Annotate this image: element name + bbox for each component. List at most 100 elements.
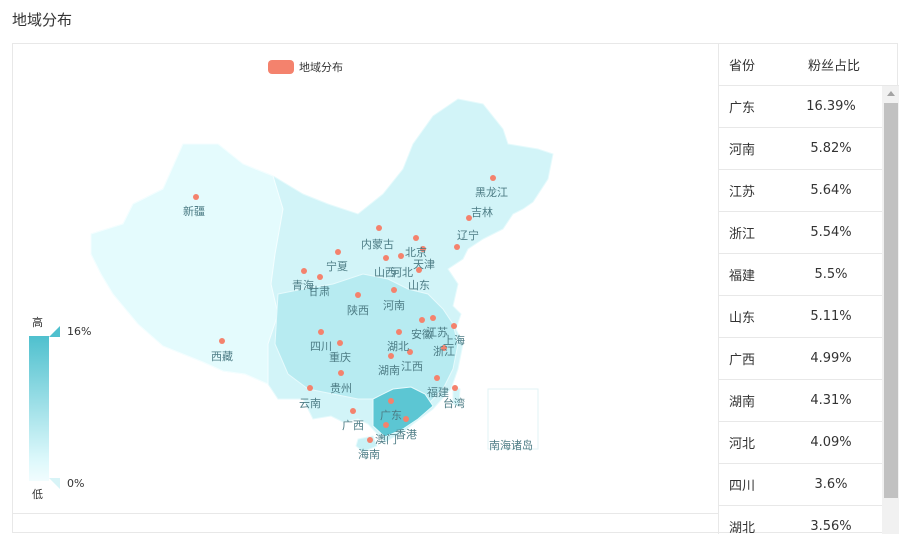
cell-province: 江苏 bbox=[729, 185, 756, 200]
legend-swatch bbox=[268, 60, 294, 74]
province-label: 浙江 bbox=[433, 345, 455, 358]
province-point[interactable] bbox=[376, 225, 382, 231]
cell-ratio: 3.6% bbox=[814, 477, 848, 492]
province-point[interactable] bbox=[388, 398, 394, 404]
province-label: 西藏 bbox=[211, 350, 233, 363]
province-label: 贵州 bbox=[330, 382, 352, 395]
province-point[interactable] bbox=[301, 268, 307, 274]
province-point[interactable] bbox=[490, 175, 496, 181]
cell-ratio: 4.99% bbox=[810, 351, 852, 366]
province-point[interactable] bbox=[407, 349, 413, 355]
province-label: 上海 bbox=[443, 333, 465, 347]
province-point[interactable] bbox=[219, 338, 225, 344]
province-point[interactable] bbox=[413, 235, 419, 241]
province-label: 湖北 bbox=[387, 340, 409, 353]
province-label: 青海 bbox=[292, 278, 314, 292]
table-header: 省份 粉丝占比 bbox=[719, 44, 899, 86]
province-point[interactable] bbox=[441, 345, 447, 351]
province-point[interactable] bbox=[396, 329, 402, 335]
province-label: 江西 bbox=[401, 360, 423, 373]
province-point[interactable] bbox=[452, 385, 458, 391]
province-point[interactable] bbox=[451, 323, 457, 329]
table-row: 河南 5.82% bbox=[719, 128, 882, 170]
province-point[interactable] bbox=[419, 317, 425, 323]
province-point[interactable] bbox=[193, 194, 199, 200]
province-point[interactable] bbox=[355, 292, 361, 298]
central-region bbox=[274, 273, 459, 410]
province-point[interactable] bbox=[383, 422, 389, 428]
cell-ratio: 5.5% bbox=[814, 267, 848, 282]
province-point[interactable] bbox=[338, 370, 344, 376]
province-label: 甘肃 bbox=[308, 285, 330, 298]
cell-province: 湖北 bbox=[729, 521, 756, 534]
province-point[interactable] bbox=[388, 353, 394, 359]
cell-province: 湖南 bbox=[729, 395, 756, 410]
header-ratio: 粉丝占比 bbox=[807, 59, 860, 74]
cell-ratio: 4.09% bbox=[810, 435, 852, 450]
west-region bbox=[90, 143, 284, 385]
province-label: 陕西 bbox=[347, 303, 369, 317]
province-point[interactable] bbox=[403, 416, 409, 422]
province-label: 内蒙古 bbox=[361, 237, 394, 251]
province-label: 北京 bbox=[405, 245, 427, 259]
cell-province: 福建 bbox=[729, 269, 756, 284]
province-point[interactable] bbox=[367, 437, 373, 443]
table-row: 江苏 5.64% bbox=[719, 170, 882, 212]
cell-ratio: 5.82% bbox=[810, 141, 852, 156]
province-point[interactable] bbox=[430, 315, 436, 321]
province-point[interactable] bbox=[466, 215, 472, 221]
province-label: 湖南 bbox=[378, 364, 400, 377]
scrollbar-thumb[interactable] bbox=[884, 103, 898, 498]
visual-map-min: 0% bbox=[67, 477, 85, 490]
province-label: 江苏 bbox=[426, 326, 448, 339]
cell-province: 河北 bbox=[729, 437, 756, 452]
province-label: 天津 bbox=[413, 258, 435, 271]
table-row: 广西 4.99% bbox=[719, 338, 882, 380]
province-point[interactable] bbox=[307, 385, 313, 391]
province-label: 香港 bbox=[395, 428, 417, 441]
province-point[interactable] bbox=[337, 340, 343, 346]
province-label: 广东 bbox=[380, 409, 402, 422]
cell-province: 河南 bbox=[729, 143, 756, 158]
province-point[interactable] bbox=[318, 329, 324, 335]
cell-ratio: 16.39% bbox=[806, 99, 856, 114]
province-point[interactable] bbox=[383, 255, 389, 261]
visual-map-handle-top[interactable] bbox=[49, 326, 60, 337]
province-point[interactable] bbox=[317, 274, 323, 280]
province-label: 吉林 bbox=[471, 205, 493, 219]
table-row: 湖北 3.56% bbox=[719, 506, 882, 534]
table-row: 浙江 5.54% bbox=[719, 212, 882, 254]
cell-province: 山东 bbox=[729, 311, 756, 326]
province-point[interactable] bbox=[454, 244, 460, 250]
table-body: 广东 16.39% 河南 5.82% 江苏 5.64% 浙江 5.54% 福建 5.5% … bbox=[719, 86, 882, 534]
table-row: 山东 5.11% bbox=[719, 296, 882, 338]
visual-map-gradient-bar bbox=[29, 336, 49, 481]
province-label: 南海诸岛 bbox=[489, 438, 533, 452]
province-label: 四川 bbox=[310, 340, 332, 353]
province-label: 重庆 bbox=[329, 350, 351, 364]
table-row: 福建 5.5% bbox=[719, 254, 882, 296]
province-point[interactable] bbox=[420, 246, 426, 252]
province-point[interactable] bbox=[398, 253, 404, 259]
province-label: 山东 bbox=[408, 279, 430, 292]
scroll-up-arrow-icon[interactable] bbox=[887, 91, 895, 96]
legend-label: 地域分布 bbox=[299, 61, 343, 74]
province-label: 广西 bbox=[342, 419, 364, 432]
legend-item[interactable]: 地域分布 bbox=[268, 59, 343, 75]
visual-map-handle-bottom[interactable] bbox=[49, 478, 60, 489]
province-point[interactable] bbox=[416, 267, 422, 273]
cell-province: 浙江 bbox=[729, 227, 756, 242]
province-point[interactable] bbox=[434, 375, 440, 381]
cell-province: 广东 bbox=[729, 101, 756, 116]
province-point[interactable] bbox=[335, 249, 341, 255]
province-point[interactable] bbox=[350, 408, 356, 414]
cell-province: 广西 bbox=[729, 353, 756, 368]
province-label: 黑龙江 bbox=[475, 186, 508, 199]
province-label: 福建 bbox=[427, 385, 449, 399]
province-label: 海南 bbox=[358, 447, 380, 461]
table-scrollbar[interactable] bbox=[882, 86, 899, 534]
province-point[interactable] bbox=[391, 287, 397, 293]
cell-ratio: 4.31% bbox=[810, 393, 852, 408]
table-row: 广东 16.39% bbox=[719, 86, 882, 128]
ranking-table: 省份 粉丝占比 广东 16.39% 河南 5.82% 江苏 5.64% 浙江 5.54%… bbox=[718, 44, 899, 534]
